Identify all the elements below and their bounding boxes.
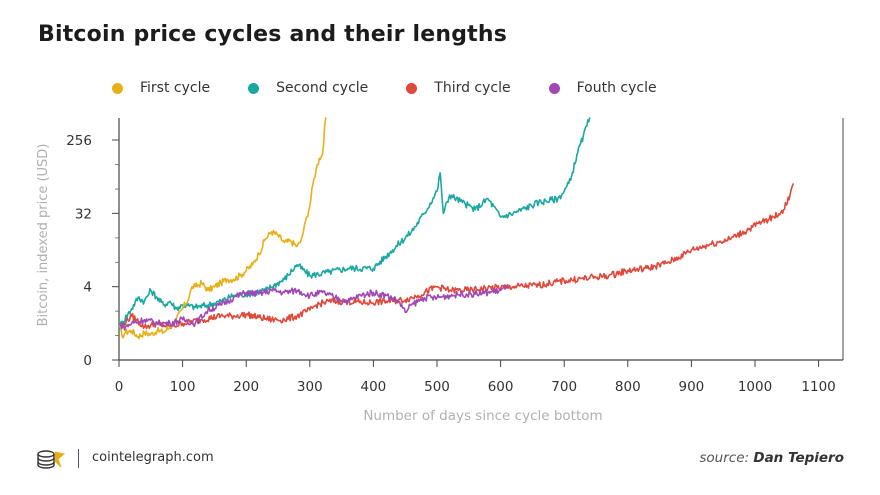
legend-label-first-cycle: First cycle [140,80,211,96]
y-axis-label: Bitcoin, indexed price (USD) [36,144,51,327]
legend-item-second-cycle: Second cycle [248,80,368,96]
x-tick-label: 800 [615,379,641,395]
source-prefix: source: [699,450,750,466]
chart-axes: 0 100 200 300 400 500 600 700 800 900 1000 1100 0 4 32… [36,118,844,424]
legend-item-fourth-cycle: Fouth cycle [548,80,657,96]
x-tick-label: 900 [679,379,705,395]
legend-label-third-cycle: Third cycle [434,80,511,96]
footer-source: source: Dan Tepiero [699,450,844,466]
y-tick-label: 32 [75,206,92,222]
second-cycle-line [118,117,591,329]
fourth-cycle-line [118,284,508,331]
x-tick-label: 400 [361,379,387,395]
chart-legend: First cycle Second cycle Third cycle Fou… [112,78,695,98]
x-tick-label: 500 [424,379,450,395]
legend-swatch-fourth-cycle [548,82,560,94]
x-tick-label: 600 [488,379,514,395]
legend-item-third-cycle: Third cycle [406,80,511,96]
x-tick-label: 700 [551,379,577,395]
legend-swatch-third-cycle [406,82,418,94]
chart-series-lines [118,117,794,340]
x-axis-label: Number of days since cycle bottom [363,408,602,424]
legend-swatch-first-cycle [112,82,123,94]
cointelegraph-logo-icon [36,448,66,474]
x-tick-label: 1000 [738,379,772,395]
legend-item-first-cycle: First cycle [112,80,210,96]
chart-title: Bitcoin price cycles and their lengths [38,22,508,47]
x-tick-label: 200 [233,379,259,395]
y-tick-label: 4 [83,280,92,296]
x-tick-label: 1100 [801,379,835,395]
source-name: Dan Tepiero [753,450,844,466]
x-tick-label: 300 [297,379,323,395]
x-tick-label: 0 [115,379,124,395]
x-tick-label: 100 [170,379,196,395]
y-tick-label: 0 [83,353,92,369]
footer-divider [78,449,79,468]
y-tick-label: 256 [66,133,92,149]
first-cycle-line [118,117,327,340]
footer-site-link[interactable]: cointelegraph.com [92,450,214,465]
legend-label-second-cycle: Second cycle [276,80,369,96]
legend-swatch-second-cycle [248,82,260,94]
legend-label-fourth-cycle: Fouth cycle [576,80,657,96]
third-cycle-line [118,183,794,330]
